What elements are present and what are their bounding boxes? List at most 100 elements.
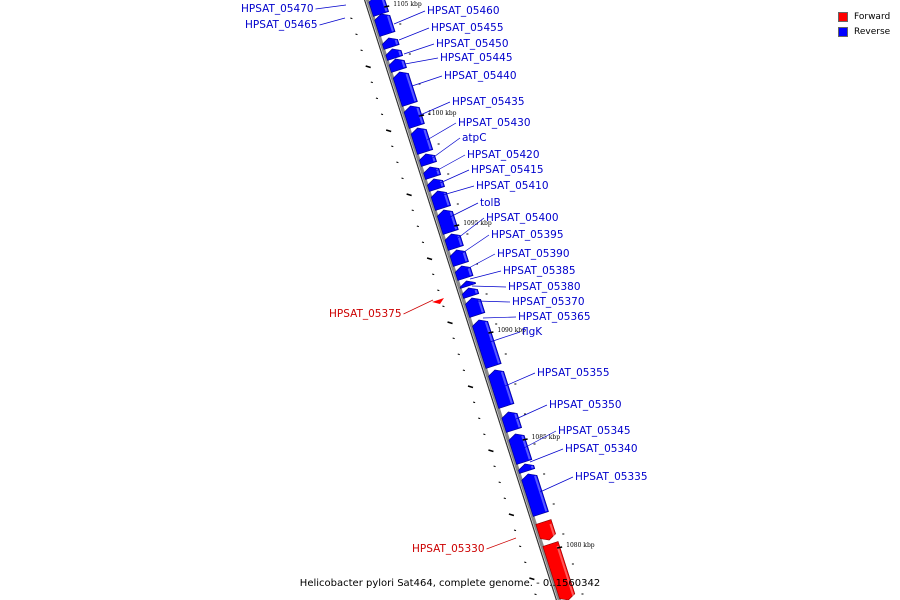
gene-label: HPSAT_05415 — [439, 164, 544, 184]
label-leader — [393, 10, 426, 25]
gene-block — [542, 541, 576, 600]
gene-label: atpC — [430, 132, 487, 160]
gene-label-text: HPSAT_05365 — [518, 311, 591, 323]
label-leader — [403, 43, 435, 55]
label-leader — [435, 154, 466, 172]
minor-tick — [421, 241, 425, 244]
minor-tick — [508, 513, 515, 517]
gene-label: HPSAT_05395 — [460, 229, 564, 255]
gene-label-text: atpC — [462, 132, 487, 144]
gene-label: HPSAT_05470 — [241, 3, 347, 15]
minor-tick — [518, 545, 522, 548]
minor-tick — [503, 497, 506, 500]
label-leader — [504, 372, 536, 387]
minor-tick — [442, 305, 445, 308]
label-leader — [476, 300, 511, 303]
minor-tick — [524, 561, 527, 564]
label-leader — [439, 169, 470, 184]
scale-ticks: 1105 kbp 1100 kbp 1095 kbp 1090 kbp 1085 kbp… — [384, 1, 595, 549]
minor-ticks — [350, 17, 584, 596]
label-leader — [464, 253, 496, 271]
scale-tick-label: 1080 kbp — [566, 542, 595, 549]
gene-label: HPSAT_05460 — [393, 5, 500, 25]
scale-tick-mark — [454, 224, 460, 227]
gene-block — [454, 265, 474, 281]
label-leader — [417, 101, 451, 117]
gene-block — [488, 369, 515, 409]
gene-block — [472, 319, 502, 369]
gene-block — [461, 287, 480, 299]
scale-tick-mark — [488, 331, 494, 334]
minor-tick — [534, 593, 537, 596]
scale-tick-mark — [522, 438, 528, 441]
gene-label: HPSAT_05365 — [482, 311, 591, 323]
gene-label-text: HPSAT_05430 — [458, 117, 531, 129]
gene-block — [432, 298, 444, 304]
gene-label-text: HPSAT_05440 — [444, 70, 517, 82]
gene-label: HPSAT_05455 — [398, 22, 504, 41]
gene-block — [382, 37, 400, 50]
gene-label-text: HPSAT_05370 — [512, 296, 585, 308]
label-leader — [319, 17, 346, 26]
gene-label-text: HPSAT_05420 — [467, 149, 540, 161]
gene-label: HPSAT_05370 — [476, 296, 585, 308]
minor-tick — [380, 113, 384, 116]
gene-block — [449, 249, 469, 267]
label-leader — [426, 122, 457, 141]
gene-label-text: HPSAT_05340 — [565, 443, 638, 455]
label-leader — [523, 430, 557, 449]
gene-labels: HPSAT_05470 HPSAT_05465 HPSAT_05460 HPSAT_0… — [241, 3, 648, 555]
reverse-swatch — [838, 26, 848, 37]
label-leader — [460, 234, 490, 255]
gene-block — [427, 178, 446, 192]
gene-label: tolB — [449, 197, 501, 218]
label-leader — [398, 27, 430, 41]
minor-tick — [426, 257, 433, 261]
label-leader — [411, 75, 443, 87]
forward-swatch — [838, 11, 848, 22]
gene-label: HPSAT_05450 — [403, 38, 509, 55]
minor-tick — [360, 49, 363, 52]
gene-block — [535, 519, 556, 541]
gene-label-text: HPSAT_05460 — [427, 5, 500, 17]
gene-label-text: HPSAT_05415 — [471, 164, 544, 176]
gene-label: flgK — [489, 326, 543, 343]
gene-label: HPSAT_05390 — [464, 248, 570, 271]
gene-label-text: HPSAT_05450 — [436, 38, 509, 50]
legend-forward: Forward — [838, 9, 890, 24]
minor-tick — [498, 481, 501, 484]
label-leader — [529, 448, 564, 463]
minor-tick — [467, 385, 474, 389]
gene-label: HPSAT_05435 — [417, 96, 525, 117]
minor-tick — [529, 577, 535, 581]
gene-block — [410, 127, 434, 155]
label-leader — [486, 537, 517, 550]
minor-tick — [411, 209, 414, 212]
gene-block — [423, 166, 442, 180]
scale-tick-label: 1090 kbp — [497, 327, 526, 334]
label-leader — [430, 137, 461, 160]
gene-label-text: HPSAT_05410 — [476, 180, 549, 192]
label-leader — [403, 299, 434, 315]
gene-label-text: HPSAT_05380 — [508, 281, 581, 293]
gene-block — [501, 411, 523, 433]
scale-tick-label: 1095 kbp — [463, 220, 492, 227]
backbone-line — [365, 0, 562, 600]
scale-tick-mark — [418, 114, 425, 117]
gene-label-text: HPSAT_05455 — [431, 22, 504, 34]
gene-label: HPSAT_05465 — [245, 17, 346, 31]
gene-label: HPSAT_05400 — [457, 212, 559, 239]
backbone-edge — [363, 0, 558, 600]
scale-tick-mark — [384, 5, 390, 8]
label-leader — [442, 185, 475, 196]
minor-tick — [355, 33, 358, 36]
gene-block — [419, 153, 438, 167]
gene-label: HPSAT_05375 — [329, 299, 434, 320]
gene-block — [521, 473, 549, 517]
gene-block — [392, 71, 418, 107]
gene-label-text: HPSAT_05345 — [558, 425, 631, 437]
gene-label-text: flgK — [522, 326, 543, 338]
minor-tick — [493, 465, 496, 468]
minor-tick — [370, 81, 373, 84]
